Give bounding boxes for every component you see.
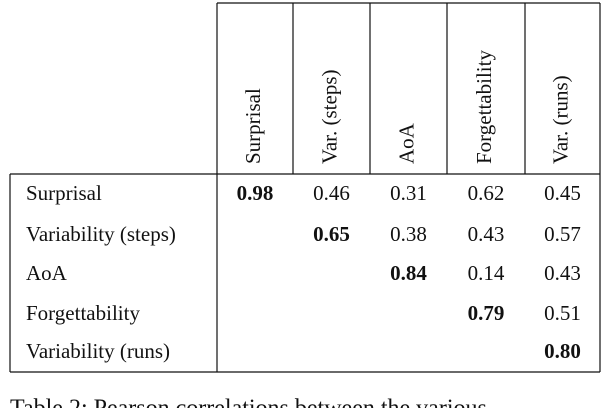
row-label: AoA [26, 261, 68, 285]
cell: 0.38 [390, 222, 427, 246]
cell: 0.98 [237, 181, 274, 205]
cell: 0.43 [468, 222, 505, 246]
cell: 0.62 [468, 181, 505, 205]
column-header: AoA [394, 122, 418, 164]
cell: 0.79 [468, 301, 505, 325]
cell: 0.51 [544, 301, 581, 325]
row-label: Variability (steps) [26, 222, 176, 246]
row-label: Forgettability [26, 301, 140, 325]
column-header: Var. (steps) [317, 70, 341, 164]
cell: 0.65 [313, 222, 350, 246]
cell: 0.84 [390, 261, 427, 285]
cell: 0.14 [468, 261, 505, 285]
cell: 0.45 [544, 181, 581, 205]
column-header: Forgettability [472, 50, 496, 164]
caption: Table 2: Pearson correlations between th… [10, 396, 487, 408]
cell: 0.46 [313, 181, 350, 205]
cell: 0.31 [390, 181, 427, 205]
cell: 0.57 [544, 222, 581, 246]
cell: 0.80 [544, 339, 581, 363]
row-label: Variability (runs) [26, 339, 170, 363]
row-label: Surprisal [26, 181, 102, 205]
column-header: Surprisal [241, 88, 265, 164]
column-header: Var. (runs) [548, 75, 572, 164]
cell: 0.43 [544, 261, 581, 285]
